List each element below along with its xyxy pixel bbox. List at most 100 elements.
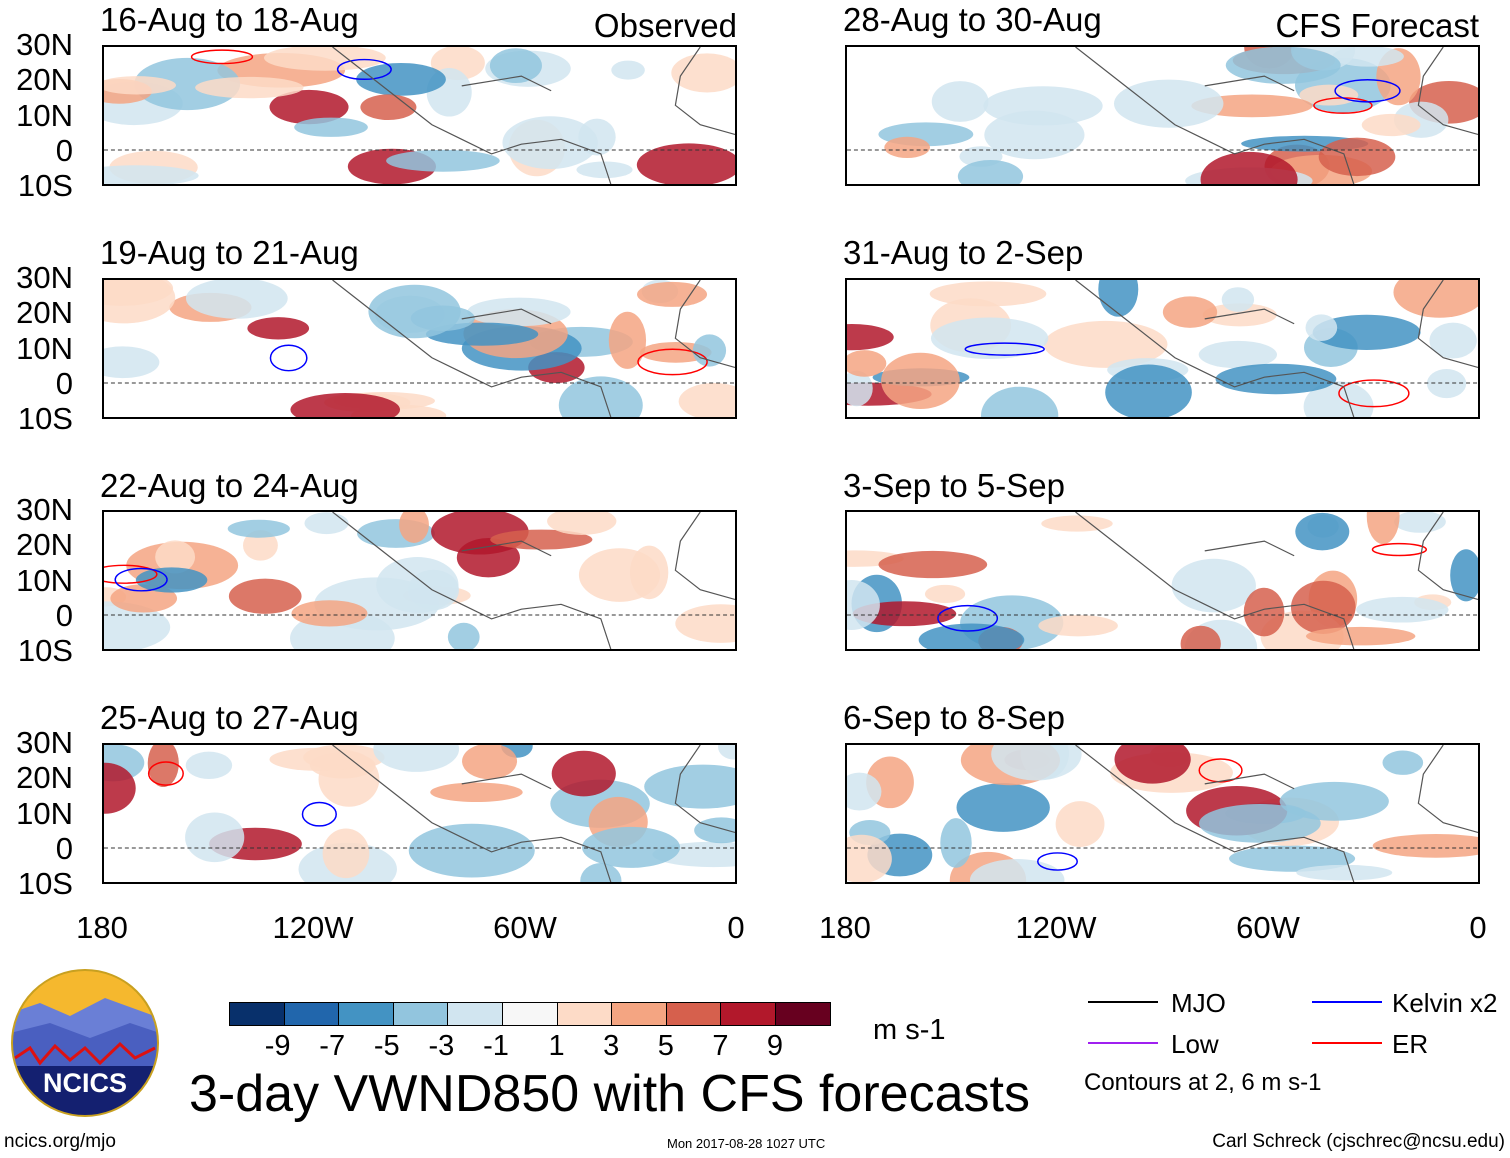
coastline (1075, 745, 1478, 882)
map-panel (102, 45, 737, 186)
wind-anomaly-blob (1038, 615, 1118, 637)
lon-tick: 60W (493, 910, 557, 945)
colorbar-swatch (721, 1003, 776, 1025)
lat-tick: 10S (17, 633, 73, 668)
ncics-logo: NCICS (10, 968, 160, 1118)
panel-title: 3-Sep to 5-Sep (843, 467, 1065, 504)
lat-tick: 10S (17, 401, 73, 436)
wind-anomaly-blob (1202, 303, 1277, 327)
er-contour (1338, 379, 1410, 408)
map-panel (845, 743, 1480, 884)
lon-tick: 120W (1015, 910, 1097, 945)
lat-tick: 0 (55, 831, 73, 866)
lat-tick: 20N (16, 62, 73, 97)
lon-tick: 180 (76, 910, 128, 945)
panel-title: 22-Aug to 24-Aug (100, 467, 359, 504)
colorbar-swatch (284, 1003, 340, 1025)
lon-tick: 0 (727, 910, 745, 945)
wind-anomaly-blob (489, 48, 542, 84)
map-panel (845, 278, 1480, 419)
lat-tick: 0 (55, 133, 73, 168)
er-contour (104, 564, 158, 584)
colorbar-label: -9 (264, 1030, 291, 1062)
colorbar-label: 3 (603, 1030, 620, 1062)
legend-line-er (1312, 1042, 1382, 1044)
wind-anomaly-blob (1305, 314, 1338, 342)
wind-anomaly-blob (134, 57, 241, 111)
map-panel (845, 510, 1480, 651)
wind-anomaly-blob (637, 281, 708, 307)
wind-anomaly-blob (1299, 84, 1359, 106)
wind-anomaly-blob (269, 747, 368, 771)
colorbar-units: m s-1 (873, 1014, 946, 1046)
wind-anomaly-blob (1243, 587, 1285, 637)
wind-anomaly-blob (1290, 580, 1356, 634)
wind-anomaly-blob (981, 386, 1059, 417)
wind-anomaly-blob (1225, 47, 1341, 84)
wind-anomaly-blob (195, 76, 304, 99)
lat-tick: 10S (17, 168, 73, 203)
wind-anomaly-blob (956, 783, 1050, 832)
wind-anomaly-blob (399, 512, 429, 543)
wind-anomaly-blob (1393, 512, 1446, 533)
colorbar-label: -3 (428, 1030, 455, 1062)
coastline (332, 745, 735, 882)
wind-anomaly-blob (104, 76, 176, 95)
panel-title: 19-Aug to 21-Aug (100, 234, 359, 271)
wind-anomaly-blob (847, 580, 880, 630)
wind-anomaly-blob (228, 578, 302, 614)
kelvin-contour (937, 604, 999, 632)
wind-anomaly-blob (386, 149, 500, 172)
coastline (332, 512, 735, 649)
wind-anomaly-blob (447, 622, 480, 649)
footer-url: ncics.org/mjo (4, 1131, 116, 1152)
map-panel (845, 45, 1480, 186)
wind-anomaly-blob (991, 745, 1082, 781)
wind-anomaly-blob (924, 584, 966, 604)
wind-anomaly-blob (580, 863, 622, 882)
wind-anomaly-blob (1113, 79, 1224, 128)
wind-anomaly-blob (847, 834, 892, 882)
lat-tick: 30N (16, 260, 73, 295)
wind-anomaly-blob (984, 110, 1085, 160)
er-contour (1371, 542, 1428, 557)
wind-anomaly-blob (243, 530, 278, 561)
colorbar-label: -5 (373, 1030, 400, 1062)
wind-anomaly-blob (969, 859, 1065, 882)
wind-anomaly-blob (931, 81, 989, 122)
wind-anomaly-blob (1393, 280, 1478, 318)
wind-anomaly-blob (1162, 296, 1218, 328)
wind-anomaly-blob (147, 745, 179, 788)
wind-anomaly-blob (671, 53, 735, 93)
wind-anomaly-blob (291, 600, 368, 627)
wind-anomaly-blob (322, 828, 370, 879)
wind-anomaly-blob (462, 745, 518, 780)
lat-tick: 10N (16, 563, 73, 598)
wind-anomaly-blob (227, 519, 290, 538)
wind-anomaly-blob (104, 346, 160, 379)
lat-tick: 10N (16, 796, 73, 831)
er-contour (190, 49, 254, 65)
panel-title: 25-Aug to 27-Aug (100, 699, 359, 736)
colorbar-swatch (393, 1003, 449, 1025)
wind-anomaly-blob (104, 165, 199, 184)
wind-anomaly-blob (1426, 369, 1467, 399)
legend-line-mjo (1088, 1001, 1158, 1003)
lat-tick: 30N (16, 27, 73, 62)
colorbar-swatch (448, 1003, 503, 1025)
wind-anomaly-blob (1105, 364, 1192, 417)
wind-anomaly-blob (490, 529, 593, 550)
wind-anomaly-blob (611, 60, 645, 80)
lon-tick: 180 (819, 910, 871, 945)
wind-anomaly-blob (1215, 363, 1337, 395)
map-panel (102, 743, 737, 884)
wind-anomaly-blob (718, 745, 735, 760)
coastline (1075, 47, 1478, 184)
wind-anomaly-blob (918, 623, 1025, 649)
wind-anomaly-blob (1114, 745, 1191, 784)
legend-label-low: Low (1171, 1029, 1219, 1059)
colorbar-swatch (230, 1003, 285, 1025)
lon-tick: 60W (1236, 910, 1300, 945)
lat-tick: 30N (16, 725, 73, 760)
wind-anomaly-blob (1372, 834, 1478, 858)
